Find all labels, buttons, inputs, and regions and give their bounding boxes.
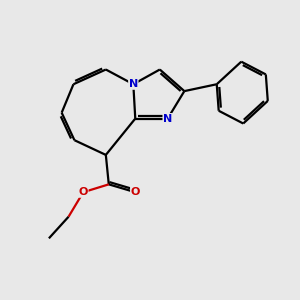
Text: N: N: [163, 114, 172, 124]
Text: N: N: [129, 79, 138, 89]
Text: O: O: [130, 187, 140, 197]
Text: O: O: [79, 187, 88, 197]
